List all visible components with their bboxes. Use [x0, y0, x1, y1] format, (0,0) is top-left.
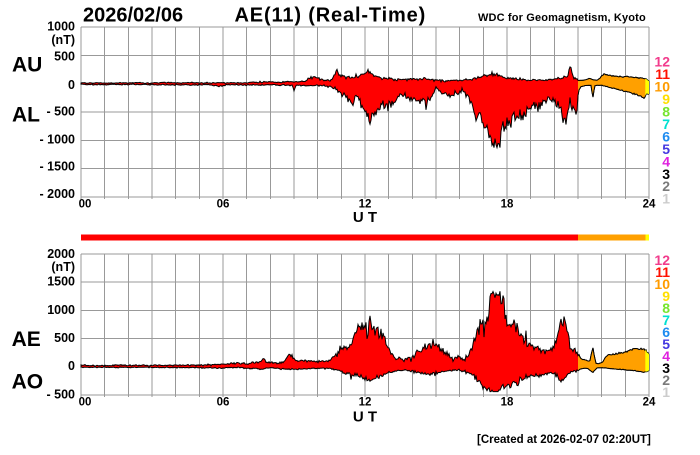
svg-text:6: 6 [662, 324, 670, 340]
svg-text:00: 00 [79, 397, 92, 409]
svg-text:24: 24 [643, 199, 656, 211]
svg-text:12: 12 [654, 252, 670, 268]
svg-text:2: 2 [662, 372, 670, 388]
svg-text:(nT): (nT) [51, 33, 75, 47]
svg-text:06: 06 [217, 199, 230, 211]
svg-text:0: 0 [68, 78, 75, 92]
svg-text:2000: 2000 [47, 247, 75, 261]
svg-text:11: 11 [655, 264, 670, 280]
svg-text:5: 5 [662, 141, 670, 157]
svg-text:8: 8 [662, 300, 670, 316]
svg-text:3: 3 [662, 360, 670, 376]
svg-text:5: 5 [662, 336, 670, 352]
svg-text:2026/02/06: 2026/02/06 [83, 4, 183, 26]
svg-text:18: 18 [501, 397, 514, 409]
svg-text:12: 12 [359, 199, 372, 211]
svg-text:12: 12 [654, 54, 670, 70]
svg-text:(nT): (nT) [51, 260, 75, 274]
svg-text:9: 9 [662, 288, 670, 304]
svg-text:- 500: - 500 [47, 388, 76, 402]
svg-text:- 1500: - 1500 [40, 160, 75, 174]
svg-text:1000: 1000 [47, 20, 75, 34]
svg-text:U T: U T [353, 209, 377, 226]
svg-text:18: 18 [501, 199, 514, 211]
svg-text:10: 10 [654, 276, 670, 292]
svg-text:1: 1 [662, 191, 670, 207]
svg-text:1500: 1500 [47, 275, 75, 289]
svg-text:AL: AL [12, 104, 40, 127]
svg-text:9: 9 [662, 91, 670, 107]
svg-text:06: 06 [217, 397, 230, 409]
svg-text:0: 0 [68, 359, 75, 373]
svg-text:3: 3 [662, 166, 670, 182]
svg-text:[Created at 2026-02-07 02:20UT: [Created at 2026-02-07 02:20UT] [477, 434, 651, 446]
svg-text:6: 6 [662, 128, 670, 144]
svg-text:500: 500 [54, 50, 75, 64]
svg-text:11: 11 [655, 66, 670, 82]
svg-text:AE: AE [12, 328, 41, 351]
svg-text:AO: AO [12, 370, 43, 393]
svg-text:4: 4 [662, 153, 670, 169]
svg-text:- 2000: - 2000 [40, 187, 75, 201]
svg-text:- 500: - 500 [47, 105, 76, 119]
svg-text:AE(11) (Real-Time): AE(11) (Real-Time) [235, 4, 427, 26]
svg-text:7: 7 [662, 312, 670, 328]
svg-text:500: 500 [54, 331, 75, 345]
svg-text:00: 00 [79, 199, 92, 211]
svg-text:U T: U T [353, 409, 377, 426]
svg-text:24: 24 [643, 397, 656, 409]
svg-text:1000: 1000 [47, 303, 75, 317]
svg-text:7: 7 [662, 116, 670, 132]
svg-text:12: 12 [359, 397, 372, 409]
svg-text:AU: AU [12, 54, 42, 77]
svg-text:- 1000: - 1000 [40, 132, 75, 146]
svg-text:WDC for Geomagnetism, Kyoto: WDC for Geomagnetism, Kyoto [478, 12, 646, 24]
svg-text:10: 10 [654, 79, 670, 95]
svg-text:2: 2 [662, 178, 670, 194]
svg-text:1: 1 [662, 384, 670, 400]
svg-text:8: 8 [662, 104, 670, 120]
svg-text:4: 4 [662, 348, 670, 364]
